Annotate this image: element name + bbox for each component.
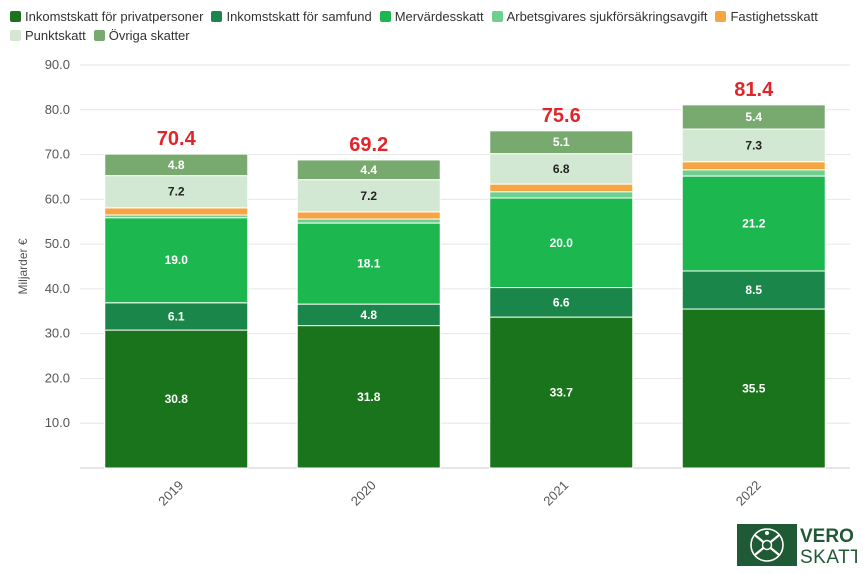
y-tick-label: 70.0 — [45, 147, 70, 162]
bar-segment — [489, 130, 634, 155]
legend-item-2[interactable]: Mervärdesskatt — [379, 8, 484, 25]
legend-label: Övriga skatter — [108, 28, 190, 43]
y-tick-label: 30.0 — [45, 326, 70, 341]
bar-segment — [104, 302, 249, 331]
legend-label: Fastighetsskatt — [730, 9, 818, 24]
legend-label: Punktskatt — [25, 28, 86, 43]
legend-item-4[interactable]: Fastighetsskatt — [715, 8, 818, 25]
data-label: 6.6 — [553, 295, 570, 309]
bar-segment — [681, 175, 826, 272]
data-label: 33.7 — [550, 386, 574, 400]
legend-swatch — [379, 11, 391, 22]
bar-segment — [489, 183, 634, 193]
bar-segment — [104, 175, 249, 209]
legend-swatch — [10, 30, 21, 41]
y-tick-label: 10.0 — [45, 415, 70, 430]
legend-item-0[interactable]: Inkomstskatt för privatpersoner — [10, 8, 203, 25]
data-label: 7.3 — [745, 138, 762, 152]
legend-label: Mervärdesskatt — [394, 9, 484, 24]
y-tick-label: 80.0 — [45, 102, 70, 117]
x-tick-label: 2022 — [733, 478, 764, 509]
x-tick-label: 2021 — [540, 478, 571, 509]
y-tick-label: 20.0 — [45, 370, 70, 385]
data-label: 30.8 — [165, 392, 189, 406]
bar-segment — [296, 179, 441, 213]
data-label: 6.8 — [553, 162, 570, 176]
bar-segment — [489, 153, 634, 185]
bar-segment — [296, 325, 441, 469]
data-label: 5.4 — [745, 110, 762, 124]
bar-segment — [489, 316, 634, 469]
y-tick-label: 40.0 — [45, 281, 70, 296]
bar-segment — [296, 218, 441, 224]
data-label: 7.2 — [360, 189, 377, 203]
legend-label: Inkomstskatt för privatpersoner — [25, 9, 204, 24]
bar-segment — [104, 329, 249, 469]
legend-item-1[interactable]: Inkomstskatt för samfund — [211, 8, 372, 25]
data-label: 4.4 — [360, 163, 377, 177]
chart-legend: Inkomstskatt för privatpersoner Inkomstsk… — [10, 8, 850, 44]
legend-swatch — [93, 30, 105, 41]
legend-item-3[interactable]: Arbetsgivares sjukförsäkringsavgift — [491, 8, 708, 25]
data-label: 7.2 — [168, 185, 185, 199]
y-tick-label: 50.0 — [45, 236, 70, 251]
bar-segment — [296, 211, 441, 220]
data-label: 35.5 — [742, 382, 766, 396]
data-label: 5.1 — [553, 135, 570, 149]
bar-segment — [104, 207, 249, 216]
x-tick-label: 2020 — [348, 478, 379, 509]
bar-segment — [296, 222, 441, 305]
data-label: 18.1 — [357, 257, 381, 271]
logo-text-skatt: SKATT — [800, 547, 857, 566]
legend-swatch — [211, 11, 223, 22]
bar-segment — [681, 308, 826, 469]
legend-swatch — [491, 11, 503, 22]
data-label: 19.0 — [165, 253, 189, 267]
y-axis-label: Miljarder € — [16, 238, 30, 294]
y-tick-label: 90.0 — [45, 57, 70, 72]
y-tick-label: 60.0 — [45, 191, 70, 206]
total-label: 75.6 — [542, 105, 581, 127]
bar-segment — [681, 169, 826, 177]
logo-text-vero: VERO — [800, 526, 854, 547]
x-tick-label: 2019 — [155, 478, 186, 509]
legend-swatch — [715, 11, 727, 22]
data-label: 6.1 — [168, 309, 185, 323]
legend-item-5[interactable]: Punktskatt — [10, 27, 86, 44]
data-label: 21.2 — [742, 217, 766, 231]
bar-segment — [489, 191, 634, 199]
bar-segment — [489, 287, 634, 318]
bar-segment — [296, 159, 441, 181]
bar-segment — [681, 161, 826, 171]
legend-label: Inkomstskatt för samfund — [226, 9, 372, 24]
total-label: 70.4 — [157, 128, 197, 150]
data-label: 20.0 — [550, 236, 574, 250]
total-label: 81.4 — [734, 79, 774, 101]
legend-swatch — [10, 11, 21, 22]
vero-skatt-logo: VERO SKATT — [737, 524, 862, 568]
data-label: 4.8 — [168, 158, 185, 172]
bar-segment — [489, 197, 634, 289]
data-label: 31.8 — [357, 390, 381, 404]
total-label: 69.2 — [349, 134, 388, 156]
bar-segment — [681, 104, 826, 130]
legend-label: Arbetsgivares sjukförsäkringsavgift — [506, 9, 708, 24]
data-label: 8.5 — [745, 283, 762, 297]
bar-segment — [104, 153, 249, 177]
tax-administration-emblem-icon: VERO SKATT — [737, 524, 862, 568]
data-label: 4.8 — [360, 308, 377, 322]
legend-item-6[interactable]: Övriga skatter — [93, 27, 190, 44]
